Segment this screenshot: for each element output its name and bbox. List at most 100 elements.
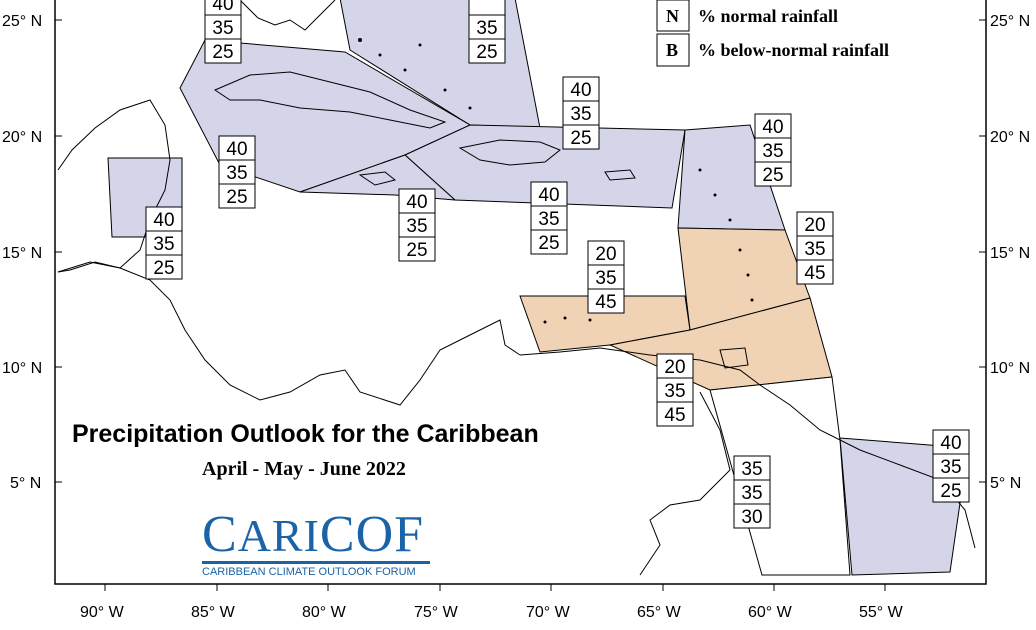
- probability-box-cuba: 40 35 25: [218, 135, 256, 209]
- probability-cell: [218, 183, 256, 209]
- probability-cell: [218, 159, 256, 185]
- probability-cell: [587, 264, 625, 290]
- probability-box-puerto-rico: 40 35 25: [562, 76, 600, 150]
- probability-box-jamaica: 40 35 25: [398, 188, 436, 262]
- probability-cell: [204, 38, 242, 64]
- lat-label-right: 10° N: [990, 360, 1030, 377]
- longitude-ticks: [104, 584, 886, 591]
- lat-label-right: 25° N: [990, 13, 1030, 30]
- probability-cell: [468, 38, 506, 64]
- probability-cell: [398, 212, 436, 238]
- probability-cell: [932, 429, 970, 455]
- region-guyana: [709, 376, 851, 576]
- legend: N % normal rainfall B % below-normal rai…: [656, 0, 889, 67]
- coast-cuba: [213, 71, 447, 129]
- coast-florida: [239, 0, 336, 31]
- probability-value: 25: [940, 481, 961, 502]
- coastlines: [57, 0, 976, 576]
- probability-value: 35: [595, 268, 616, 289]
- probability-cell: [754, 161, 792, 187]
- lon-label: 85° W: [191, 604, 236, 621]
- legend-key-box-normal: [656, 0, 690, 32]
- probability-value: 35: [212, 18, 233, 39]
- latitude-ticks: [55, 19, 986, 483]
- probability-cell: [733, 503, 771, 529]
- probability-box-bahamas-west: 40 35 25: [204, 0, 242, 64]
- small-islands: [358, 38, 754, 324]
- lon-label: 60° W: [748, 604, 793, 621]
- caricof-logo: CARICOF CARIBBEAN CLIMATE OUTLOOK FORUM: [202, 506, 434, 582]
- probability-value: 45: [804, 263, 825, 284]
- probability-value: 25: [212, 42, 233, 63]
- probability-value: 35: [406, 216, 427, 237]
- lon-label: 70° W: [526, 604, 571, 621]
- probability-cell: [398, 188, 436, 214]
- probability-value: 35: [226, 163, 247, 184]
- lat-label-left: 25° N: [2, 13, 42, 30]
- probability-cell: [796, 259, 834, 285]
- probability-boxes: 4035253525403525403525403525403525403525…: [145, 0, 970, 529]
- probability-cell: [587, 240, 625, 266]
- coast-yucatan: [57, 99, 171, 273]
- probability-value: 40: [406, 192, 427, 213]
- probability-value: 20: [595, 244, 616, 265]
- latitude-labels-right: 25° N 20° N 15° N 10° N 5° N: [990, 13, 1030, 492]
- legend-label-below: % below-normal rainfall: [698, 40, 889, 60]
- probability-cell: [733, 479, 771, 505]
- probability-value: 35: [664, 381, 685, 402]
- longitude-labels: 90° W 85° W 80° W 75° W 70° W 65° W 60° …: [80, 604, 904, 621]
- lat-label-right: 5° N: [990, 475, 1021, 492]
- probability-cell: [562, 76, 600, 102]
- probability-cell: [562, 124, 600, 150]
- lat-label-right: 20° N: [990, 129, 1030, 146]
- lat-label-right: 15° N: [990, 245, 1030, 262]
- probability-cell: [218, 135, 256, 161]
- map-subtitle: April - May - June 2022: [202, 458, 406, 480]
- probability-value: 25: [570, 128, 591, 149]
- lat-label-left: 5° N: [10, 475, 41, 492]
- probability-value: 35: [538, 209, 559, 230]
- coast-trinidad: [719, 347, 749, 369]
- legend-key-below: B: [666, 40, 678, 60]
- probability-value: 25: [762, 165, 783, 186]
- probability-cell: [530, 181, 568, 207]
- lat-label-left: 15° N: [2, 245, 42, 262]
- probability-cell: [754, 137, 792, 163]
- coast-jamaica: [358, 171, 397, 186]
- probability-value: 45: [664, 405, 685, 426]
- probability-cell: [932, 477, 970, 503]
- probability-box-windward-islands: 20 35 45: [796, 211, 834, 285]
- lon-label: 75° W: [414, 604, 459, 621]
- lon-label: 90° W: [80, 604, 125, 621]
- latitude-labels-left: 25° N 20° N 15° N 10° N 5° N: [2, 13, 42, 492]
- probability-box-guyana: 35 35 30: [733, 455, 771, 529]
- coast-central-america: [57, 261, 521, 406]
- probability-value: 25: [538, 233, 559, 254]
- probability-cell: [468, 0, 506, 16]
- probability-box-hispaniola: 40 35 25: [530, 181, 568, 255]
- probability-value: 40: [762, 117, 783, 138]
- probability-cell: [145, 206, 183, 232]
- probability-value: 25: [406, 240, 427, 261]
- logo-wordmark: CARICOF: [202, 506, 425, 563]
- probability-cell: [754, 113, 792, 139]
- logo-underline: [202, 561, 430, 564]
- coast-puerto-rico: [604, 169, 636, 181]
- probability-box-abc-islands: 20 35 45: [587, 240, 625, 314]
- probability-value: 40: [570, 80, 591, 101]
- probability-value: 40: [212, 0, 233, 15]
- probability-cell: [587, 288, 625, 314]
- lon-label: 80° W: [302, 604, 347, 621]
- legend-key-box-below: [656, 33, 690, 67]
- probability-cell: [530, 229, 568, 255]
- probability-box-belize: 40 35 25: [145, 206, 183, 280]
- probability-value: 25: [476, 42, 497, 63]
- probability-value: 35: [153, 234, 174, 255]
- probability-value: 45: [595, 292, 616, 313]
- probability-cell: [656, 353, 694, 379]
- map-title: Precipitation Outlook for the Caribbean: [72, 420, 539, 448]
- probability-value: 35: [940, 457, 961, 478]
- probability-value: 40: [940, 433, 961, 454]
